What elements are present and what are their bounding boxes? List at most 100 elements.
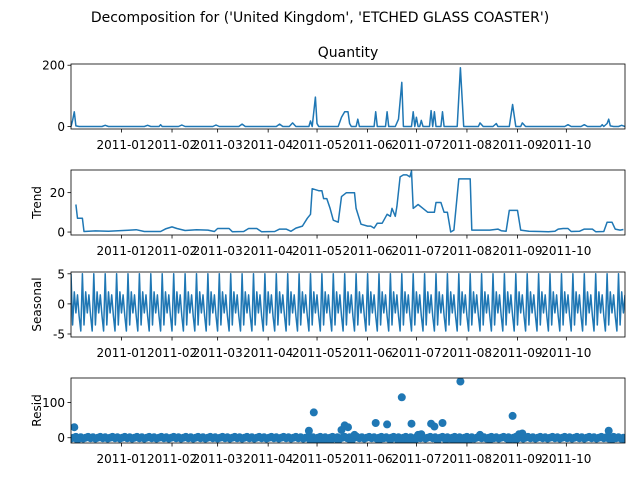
resid-point bbox=[344, 423, 352, 432]
resid-point bbox=[304, 426, 313, 435]
x-tick-label: 2011-09 bbox=[492, 346, 542, 360]
resid-point bbox=[505, 436, 514, 443]
axes-spine bbox=[70, 271, 626, 338]
series-line bbox=[75, 170, 624, 233]
x-tick-label: 2011-08 bbox=[442, 452, 492, 466]
y-axis-label: Trend bbox=[30, 186, 44, 220]
x-tick-label: 2011-01 bbox=[96, 244, 146, 258]
resid-point bbox=[347, 437, 356, 443]
x-tick-label: 2011-07 bbox=[391, 346, 441, 360]
x-tick-label: 2011-06 bbox=[342, 346, 392, 360]
resid-point bbox=[433, 436, 442, 443]
axes-frame bbox=[70, 377, 626, 444]
y-tick-label: -5 bbox=[53, 327, 65, 341]
x-tick-label: 2011-05 bbox=[292, 346, 342, 360]
axes-spine bbox=[70, 169, 626, 236]
y-tick-label: 5 bbox=[57, 267, 65, 281]
x-tick-label: 2011-08 bbox=[442, 244, 492, 258]
resid-point bbox=[476, 430, 484, 439]
x-tick-label: 2011-06 bbox=[342, 244, 392, 258]
resid-point bbox=[464, 437, 473, 443]
x-tick-label: 2011-01 bbox=[96, 346, 146, 360]
resid-point bbox=[508, 411, 517, 420]
y-tick-label: 200 bbox=[42, 59, 65, 73]
x-tick-label: 2011-04 bbox=[243, 138, 293, 152]
resid-point bbox=[604, 426, 613, 435]
resid-point bbox=[441, 435, 450, 443]
y-tick-label: 0 bbox=[57, 431, 65, 445]
x-tick-label: 2011-02 bbox=[147, 138, 197, 152]
axes-frame bbox=[70, 271, 626, 338]
resid-point bbox=[371, 419, 380, 427]
x-tick-label: 2011-09 bbox=[492, 138, 542, 152]
y-tick-label: 100 bbox=[42, 396, 65, 410]
x-tick-label: 2011-09 bbox=[492, 452, 542, 466]
x-tick-label: 2011-10 bbox=[541, 452, 591, 466]
resid-point bbox=[350, 430, 359, 439]
resid-point bbox=[309, 408, 318, 417]
resid-point bbox=[397, 393, 406, 402]
resid-point bbox=[430, 422, 439, 431]
x-tick-label: 2011-10 bbox=[541, 244, 591, 258]
axes-frame bbox=[70, 169, 626, 236]
x-tick-label: 2011-04 bbox=[243, 244, 293, 258]
x-tick-label: 2011-03 bbox=[193, 346, 243, 360]
x-tick-label: 2011-08 bbox=[442, 346, 492, 360]
series-line bbox=[71, 273, 625, 332]
x-tick-label: 2011-09 bbox=[492, 244, 542, 258]
plot-area bbox=[71, 273, 625, 332]
axes-spine bbox=[70, 377, 626, 444]
y-axis-label: Seasonal bbox=[30, 277, 44, 331]
x-tick-label: 2011-02 bbox=[147, 346, 197, 360]
x-tick-label: 2011-05 bbox=[292, 452, 342, 466]
resid-point bbox=[306, 436, 315, 443]
x-tick-label: 2011-02 bbox=[147, 452, 197, 466]
x-tick-label: 2011-01 bbox=[96, 138, 146, 152]
x-tick-label: 2011-03 bbox=[193, 244, 243, 258]
y-tick-label: 0 bbox=[57, 120, 65, 134]
resid-point bbox=[456, 378, 465, 386]
resid-point bbox=[375, 436, 383, 443]
x-tick-label: 2011-10 bbox=[541, 138, 591, 152]
resid-point bbox=[394, 437, 403, 443]
resid-point bbox=[386, 435, 395, 443]
x-tick-label: 2011-05 bbox=[292, 244, 342, 258]
plot-area bbox=[75, 170, 624, 233]
x-tick-label: 2011-04 bbox=[243, 346, 293, 360]
y-tick-label: 0 bbox=[57, 226, 65, 240]
axes-spine bbox=[70, 63, 626, 130]
x-tick-label: 2011-04 bbox=[243, 452, 293, 466]
x-tick-label: 2011-07 bbox=[391, 138, 441, 152]
resid-point bbox=[407, 419, 416, 428]
x-tick-label: 2011-05 bbox=[292, 138, 342, 152]
resid-point bbox=[518, 429, 527, 438]
resid-point bbox=[619, 435, 625, 443]
resid-point bbox=[438, 419, 447, 427]
resid-point bbox=[404, 437, 413, 443]
resid-point bbox=[485, 435, 494, 443]
x-tick-label: 2011-07 bbox=[391, 452, 441, 466]
x-tick-label: 2011-01 bbox=[96, 452, 146, 466]
x-tick-label: 2011-03 bbox=[193, 452, 243, 466]
x-tick-label: 2011-10 bbox=[541, 346, 591, 360]
y-tick-label: 0 bbox=[57, 297, 65, 311]
x-tick-label: 2011-03 bbox=[193, 138, 243, 152]
x-tick-label: 2011-07 bbox=[391, 244, 441, 258]
resid-point bbox=[334, 436, 343, 443]
x-tick-label: 2011-08 bbox=[442, 138, 492, 152]
resid-point bbox=[73, 435, 82, 443]
x-tick-label: 2011-06 bbox=[342, 452, 392, 466]
x-tick-label: 2011-06 bbox=[342, 138, 392, 152]
figure-title: Decomposition for ('United Kingdom', 'ET… bbox=[91, 10, 549, 26]
resid-point bbox=[383, 420, 392, 429]
axes-frame bbox=[70, 63, 626, 130]
resid-point bbox=[608, 435, 616, 443]
resid-point bbox=[71, 423, 79, 432]
x-tick-label: 2011-02 bbox=[147, 244, 197, 258]
